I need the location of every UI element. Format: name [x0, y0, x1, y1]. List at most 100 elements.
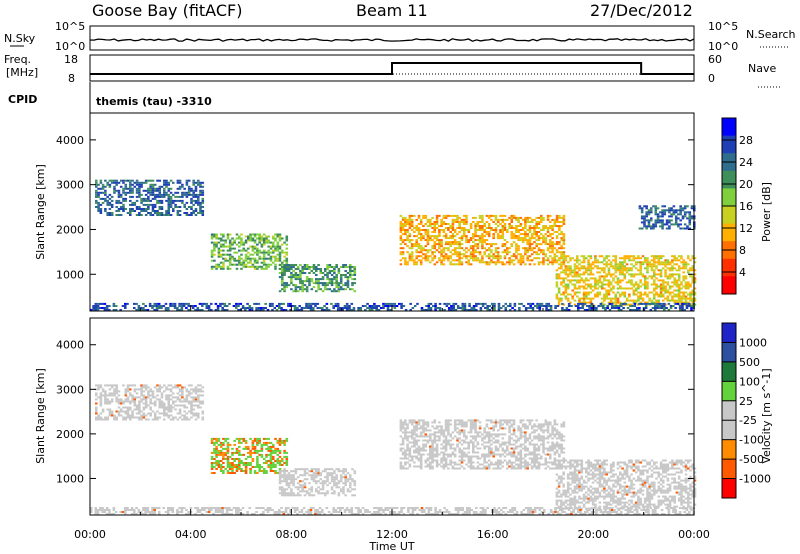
power-data-cell-4 — [603, 299, 606, 302]
vel-data-cell-1 — [267, 453, 270, 456]
power-data-cell-3 — [555, 251, 559, 254]
power-data-cell-4 — [616, 287, 620, 290]
vel-data-cell-0 — [165, 388, 168, 391]
power-data-cell-1 — [238, 257, 241, 260]
vel-data-cell-3 — [401, 443, 405, 446]
power-data-cell-6 — [266, 309, 270, 311]
power-data-cell-2 — [292, 274, 295, 276]
vel-data-cell-0 — [126, 398, 130, 401]
power-data-cell-4 — [591, 297, 595, 300]
power-data-cell-6 — [373, 302, 376, 305]
power-data-cell-3 — [417, 214, 421, 217]
power-data-cell-4 — [557, 303, 561, 306]
power-data-cell-6 — [201, 309, 204, 311]
vel-data-cell-2 — [324, 480, 327, 483]
power-data-cell-3 — [472, 247, 475, 250]
power-data-cell-0 — [197, 183, 200, 186]
power-data-cell-4 — [662, 261, 665, 264]
power-data-cell-3 — [503, 218, 507, 221]
power-data-cell-4 — [643, 267, 647, 270]
vel-data-cell-1 — [222, 447, 225, 450]
power-data-cell-5 — [674, 215, 678, 218]
power-data-cell-0 — [178, 195, 182, 198]
vel-data-cell-1 — [215, 462, 218, 464]
power-data-cell-3 — [413, 243, 416, 246]
power-data-cell-3 — [535, 216, 538, 219]
vel-data-cell-2 — [296, 486, 300, 489]
vel-data-cell-1 — [238, 437, 241, 440]
power-data-cell-3 — [456, 255, 459, 258]
power-data-cell-3 — [435, 243, 439, 246]
power-data-cell-3 — [442, 249, 446, 252]
power-data-cell-3 — [440, 241, 443, 244]
vel-data-cell-2 — [281, 492, 284, 495]
power-data-cell-6 — [509, 302, 512, 305]
power-data-cell-0 — [158, 193, 162, 196]
power-data-cell-3 — [438, 233, 441, 236]
power-data-cell-3 — [476, 235, 480, 238]
power-data-cell-0 — [165, 210, 168, 212]
power-data-cell-3 — [458, 221, 461, 223]
power-data-cell-4 — [634, 283, 638, 286]
power-data-cell-4 — [643, 301, 647, 304]
power-data-cell-3 — [465, 241, 468, 244]
vel-data-cell-0 — [135, 404, 139, 407]
vel-data-cell-2 — [342, 490, 345, 493]
power-data-cell-4 — [691, 255, 695, 258]
power-data-cell-1 — [215, 245, 218, 248]
power-data-cell-3 — [503, 229, 507, 231]
power-data-cell-6 — [155, 307, 159, 309]
power-data-cell-0 — [131, 187, 134, 190]
power-data-cell-0 — [119, 179, 123, 182]
vel-data-cell-0 — [190, 408, 193, 411]
vel-data-cell-0 — [147, 390, 150, 393]
power-data-cell-3 — [549, 251, 552, 254]
power-data-cell-2 — [281, 272, 284, 274]
power-data-cell-1 — [269, 257, 273, 260]
power-data-cell-3 — [474, 243, 477, 246]
power-data-cell-3 — [465, 247, 468, 250]
power-data-cell-4 — [569, 279, 572, 282]
power-data-cell-3 — [422, 216, 425, 219]
power-data-cell-2 — [301, 266, 304, 268]
vel-data-cell-0 — [108, 410, 112, 413]
power-data-cell-0 — [95, 185, 98, 188]
power-data-cell-6 — [151, 307, 154, 309]
power-data-cell-0 — [97, 191, 100, 194]
power-data-cell-1 — [217, 241, 221, 244]
vel-data-cell-2 — [317, 492, 320, 495]
power-data-cell-4 — [566, 273, 570, 276]
power-data-cell-3 — [562, 241, 566, 244]
vel-data-cell-0 — [135, 412, 139, 415]
power-data-cell-1 — [253, 267, 257, 270]
power-data-cell-4 — [571, 279, 574, 282]
vel-data-cell-1 — [249, 437, 252, 440]
power-data-cell-6 — [450, 307, 453, 309]
vel-data-cell-1 — [213, 466, 216, 468]
vel-data-cell-0 — [95, 402, 98, 405]
power-heatmap — [90, 179, 697, 311]
vel-data-cell-3 — [415, 457, 418, 460]
power-data-cell-2 — [344, 282, 347, 285]
vel-data-cell-3 — [415, 421, 418, 424]
power-data-cell-3 — [435, 223, 439, 225]
power-data-cell-0 — [124, 179, 128, 182]
power-data-cell-4 — [673, 277, 676, 280]
power-data-cell-1 — [274, 245, 277, 248]
power-data-cell-1 — [240, 267, 243, 270]
power-data-cell-3 — [540, 251, 543, 254]
power-data-cell-6 — [291, 305, 295, 307]
power-data-cell-4 — [557, 297, 561, 300]
vel-data-cell-0 — [176, 392, 180, 395]
power-data-cell-5 — [688, 219, 692, 222]
vel-data-cell-0 — [163, 410, 166, 413]
power-data-cell-1 — [213, 245, 216, 248]
power-data-cell-3 — [474, 216, 477, 219]
power-data-cell-0 — [144, 189, 148, 192]
power-data-cell-3 — [458, 223, 461, 225]
power-data-cell-1 — [210, 237, 214, 240]
vel-data-cell-0 — [133, 396, 137, 399]
power-data-cell-2 — [305, 276, 309, 279]
vel-data-cell-2 — [296, 468, 300, 471]
power-axes-ytick-label: 2000 — [56, 223, 84, 236]
